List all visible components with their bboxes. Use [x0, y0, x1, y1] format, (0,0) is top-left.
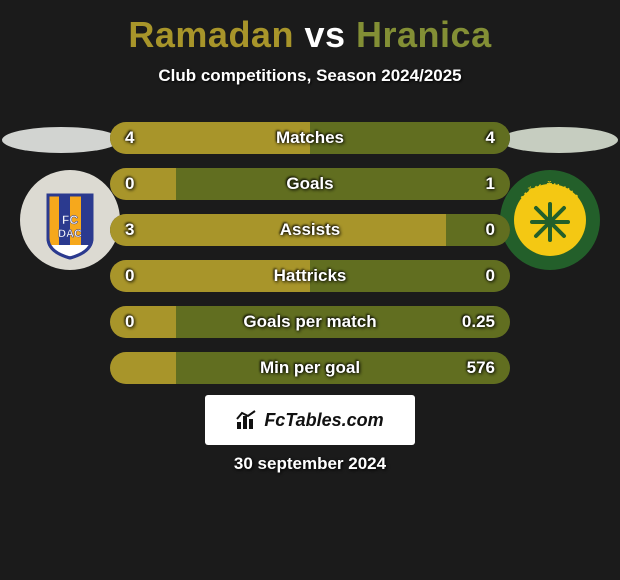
stat-row: Hattricks0 0 [110, 260, 510, 292]
stat-label: Goals per match [110, 306, 510, 338]
watermark-badge: FcTables.com [205, 395, 415, 445]
player2-name: Hranica [356, 14, 492, 55]
stat-value-right: 1 [486, 168, 495, 200]
stat-value-left: 0 [125, 168, 134, 200]
stat-value-left: 0 [125, 260, 134, 292]
page-title: Ramadan vs Hranica [0, 0, 620, 56]
stat-value-left: 4 [125, 122, 134, 154]
player1-ellipse-shadow [2, 127, 120, 153]
watermark-text: FcTables.com [264, 410, 383, 431]
player2-ellipse-shadow [500, 127, 618, 153]
stat-row: Goals per match0 0.25 [110, 306, 510, 338]
svg-text:DAC: DAC [58, 228, 82, 240]
team1-badge: FC DAC [20, 170, 120, 270]
footer-date: 30 september 2024 [0, 454, 620, 474]
stat-row: Matches4 4 [110, 122, 510, 154]
stat-value-right: 0 [486, 214, 495, 246]
stat-label: Assists [110, 214, 510, 246]
vs-text: vs [304, 14, 345, 55]
stat-label: Goals [110, 168, 510, 200]
player1-name: Ramadan [128, 14, 294, 55]
stat-value-left: 3 [125, 214, 134, 246]
chart-icon [236, 410, 258, 430]
stat-label: Hattricks [110, 260, 510, 292]
stat-row: Goals0 1 [110, 168, 510, 200]
stat-row: Assists3 0 [110, 214, 510, 246]
stat-value-left: 0 [125, 306, 134, 338]
stat-value-right: 576 [467, 352, 495, 384]
stat-value-right: 0 [486, 260, 495, 292]
stat-label: Min per goal [110, 352, 510, 384]
stat-value-right: 0.25 [462, 306, 495, 338]
team2-badge: MŠK ŽILINA [500, 170, 600, 270]
svg-text:FC: FC [62, 213, 78, 227]
stat-row: Min per goal576 [110, 352, 510, 384]
stat-value-right: 4 [486, 122, 495, 154]
subtitle: Club competitions, Season 2024/2025 [0, 66, 620, 86]
stat-label: Matches [110, 122, 510, 154]
comparison-bars: Matches44Goals01Assists30Hattricks00Goal… [110, 122, 510, 398]
